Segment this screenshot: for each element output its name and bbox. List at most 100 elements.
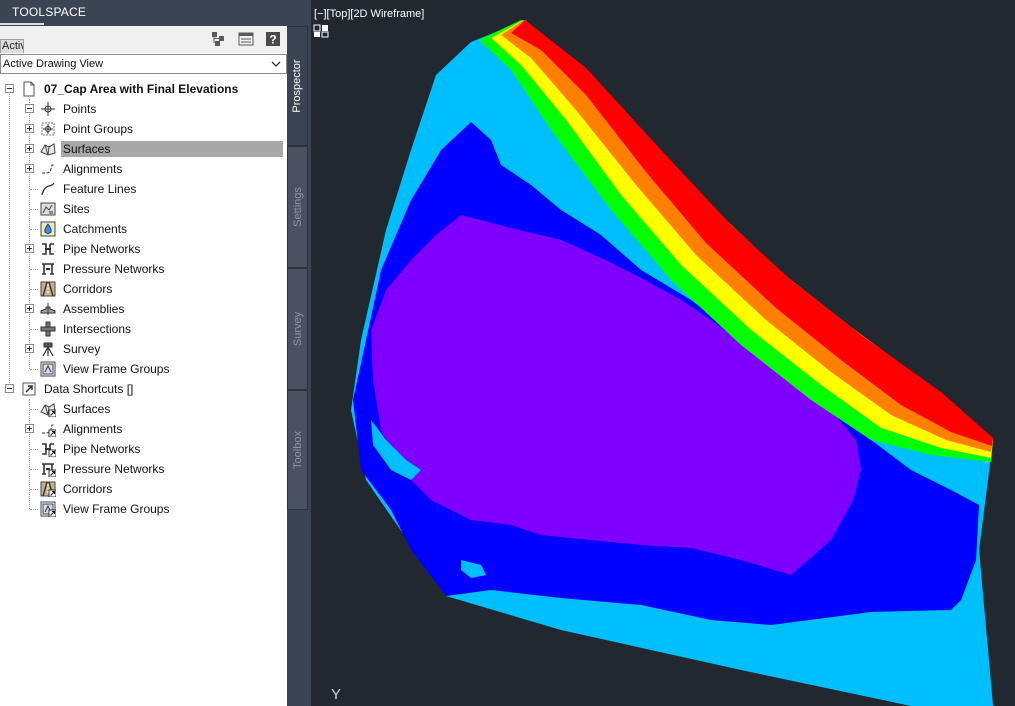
tree-item-corridors[interactable]: Corridors xyxy=(0,279,287,299)
tree-item-intersections[interactable]: Intersections xyxy=(0,319,287,339)
toolspace-toolbar: Activ xyxy=(0,26,287,53)
view-selector-dropdown[interactable]: Active Drawing View xyxy=(0,54,287,74)
expand-icon[interactable] xyxy=(25,244,34,253)
tree-item-point-groups[interactable]: Point Groups xyxy=(0,119,287,139)
tree-item-label: Pipe Networks xyxy=(63,442,141,456)
tree-item-alignments[interactable]: Alignments xyxy=(0,419,287,439)
toolspace-titlebar[interactable]: TOOLSPACE xyxy=(0,0,287,26)
corridors-shortcut-icon xyxy=(40,481,56,497)
surfaces-icon xyxy=(40,143,56,156)
sites-icon xyxy=(40,202,56,216)
tree-connector xyxy=(30,209,38,210)
help-button[interactable]: ? xyxy=(264,30,282,48)
tab-toolbox[interactable]: Toolbox xyxy=(287,390,308,510)
tree-item-label: Data Shortcuts [] xyxy=(44,382,134,396)
tree-item-view-frame-groups[interactable]: View Frame Groups xyxy=(0,359,287,379)
tree-connector xyxy=(30,189,38,190)
tree-item-surfaces[interactable]: Surfaces xyxy=(0,139,287,159)
drawing-viewport[interactable]: [−][Top][2D Wireframe] Y xyxy=(311,0,1015,706)
pipe-networks-shortcut-icon xyxy=(42,443,56,457)
tab-prospector[interactable]: Prospector xyxy=(287,26,308,146)
viewport-controls-label[interactable]: [−][Top][2D Wireframe] xyxy=(314,8,425,20)
tree-item-pressure-networks[interactable]: Pressure Networks xyxy=(0,459,287,479)
toolspace-title: TOOLSPACE xyxy=(12,5,87,19)
tab-label: Prospector xyxy=(291,59,303,113)
tree-item-label: Alignments xyxy=(63,162,123,176)
alignments-icon xyxy=(42,164,55,174)
surface-elevation-bands xyxy=(351,20,993,706)
view-selector-value: Active Drawing View xyxy=(3,58,104,70)
expand-icon[interactable] xyxy=(25,144,34,153)
item-view-toggle-button[interactable] xyxy=(210,30,228,48)
view-frame-groups-shortcut-icon xyxy=(40,501,56,517)
expand-icon[interactable] xyxy=(25,424,34,433)
tree-connector xyxy=(30,409,38,410)
collapse-icon[interactable] xyxy=(5,384,14,393)
svg-text:?: ? xyxy=(269,33,276,47)
tree-item-label: Point Groups xyxy=(63,122,134,136)
catchments-icon xyxy=(40,221,56,237)
tree-item-label: View Frame Groups xyxy=(63,502,170,516)
tab-label: Survey xyxy=(291,311,304,347)
tree-item-label: View Frame Groups xyxy=(63,362,170,376)
toolspace-palette: TOOLSPACE Activ xyxy=(0,0,287,706)
expand-icon[interactable] xyxy=(25,304,34,313)
tree-item-label: Assemblies xyxy=(63,302,125,316)
tree-item-label: Catchments xyxy=(63,222,128,236)
layout-tile-icon[interactable] xyxy=(313,24,331,38)
point-groups-icon xyxy=(41,122,55,136)
expand-icon[interactable] xyxy=(25,164,34,173)
tree-item-assemblies[interactable]: Assemblies xyxy=(0,299,287,319)
tree-item-sites[interactable]: Sites xyxy=(0,199,287,219)
tab-settings[interactable]: Settings xyxy=(287,146,308,268)
list-view-button[interactable] xyxy=(237,30,255,48)
tree-item-data-shortcuts[interactable]: Data Shortcuts [] xyxy=(0,379,287,399)
elevation-band-3 xyxy=(371,215,861,575)
elevation-band-7 xyxy=(511,20,993,446)
tree-item-alignments[interactable]: Alignments xyxy=(0,159,287,179)
tree-connector xyxy=(30,449,38,450)
assemblies-icon xyxy=(40,303,56,315)
toolspace-side-tabs: Prospector Settings Survey Toolbox xyxy=(287,0,311,706)
pipe-networks-icon xyxy=(42,243,54,255)
expand-icon[interactable] xyxy=(25,344,34,353)
chevron-down-icon xyxy=(271,61,281,67)
corridors-icon xyxy=(40,281,56,297)
tab-active-drawing[interactable]: Activ xyxy=(0,39,24,53)
points-icon xyxy=(41,102,55,116)
list-view-icon xyxy=(238,32,254,46)
tree-connector xyxy=(30,329,38,330)
tree-item-label: Surfaces xyxy=(61,141,283,157)
tree-item-label: Sites xyxy=(63,202,90,216)
tree-item-label: 07_Cap Area with Final Elevations xyxy=(44,82,239,96)
tree-item-label: Intersections xyxy=(63,322,132,336)
tree-item-survey[interactable]: Survey xyxy=(0,339,287,359)
collapse-icon[interactable] xyxy=(5,84,14,93)
tree-item-label: Corridors xyxy=(63,282,113,296)
tree-item-catchments[interactable]: Catchments xyxy=(0,219,287,239)
tree-connector xyxy=(30,229,38,230)
tree-connector xyxy=(29,399,30,509)
tree-item-pipe-networks[interactable]: Pipe Networks xyxy=(0,239,287,259)
help-icon: ? xyxy=(266,32,280,47)
tree-item-label: Pipe Networks xyxy=(63,242,141,256)
tree-item-feature-lines[interactable]: Feature Lines xyxy=(0,179,287,199)
tree-item-pressure-networks[interactable]: Pressure Networks xyxy=(0,259,287,279)
tree-item-surfaces[interactable]: Surfaces xyxy=(0,399,287,419)
tree-item-drawing[interactable]: 07_Cap Area with Final Elevations xyxy=(0,79,287,99)
tab-label: Settings xyxy=(291,187,304,227)
tree-item-points[interactable]: Points xyxy=(0,99,287,119)
expand-icon[interactable] xyxy=(25,124,34,133)
tree-connector xyxy=(29,99,30,369)
tree-connector xyxy=(9,94,10,389)
tree-item-corridors[interactable]: Corridors xyxy=(0,479,287,499)
surfaces-shortcut-icon xyxy=(40,403,56,417)
tree-item-pipe-networks[interactable]: Pipe Networks xyxy=(0,439,287,459)
pressure-networks-icon xyxy=(42,263,54,275)
tab-label: Toolbox xyxy=(291,431,304,469)
tab-survey[interactable]: Survey xyxy=(287,268,308,390)
tree-item-view-frame-groups[interactable]: View Frame Groups xyxy=(0,499,287,519)
tree-connector xyxy=(30,269,38,270)
expand-icon[interactable] xyxy=(25,104,34,113)
feature-lines-icon xyxy=(41,182,55,196)
